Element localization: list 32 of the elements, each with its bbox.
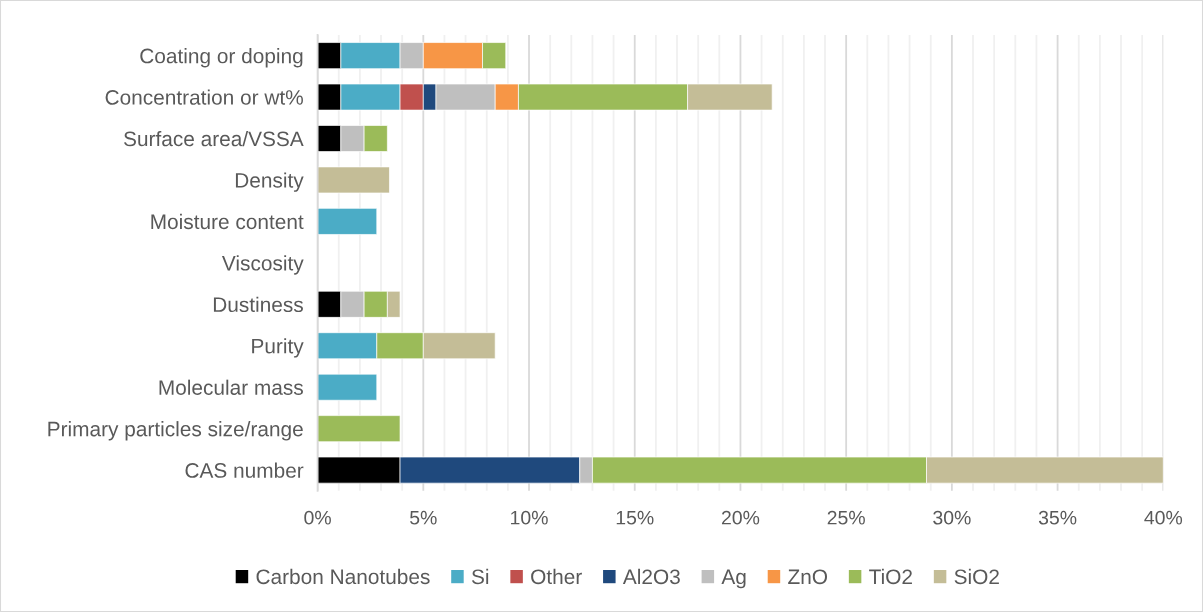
legend-label: Al2O3 bbox=[622, 568, 680, 585]
x-tick-label: 5% bbox=[410, 510, 437, 525]
bar bbox=[317, 208, 378, 235]
y-tick-label: Concentration or wt% bbox=[105, 89, 303, 105]
bar bbox=[317, 415, 401, 443]
x-tick-label: 25% bbox=[827, 510, 865, 525]
y-tick-label: Primary particles size/range bbox=[48, 421, 303, 441]
x-tick-label: 40% bbox=[1144, 510, 1183, 525]
x-tick-label: 0% bbox=[304, 510, 331, 525]
x-tick-label: 30% bbox=[933, 510, 971, 525]
y-tick-label: Molecular mass bbox=[159, 379, 303, 395]
legend-label: Ag bbox=[721, 569, 746, 589]
legend-label: Si bbox=[471, 568, 489, 585]
legend-label: SiO2 bbox=[954, 568, 999, 585]
y-tick-label: Coating or doping bbox=[140, 48, 303, 68]
y-tick-label: Density bbox=[235, 172, 304, 192]
y-tick-label: CAS number bbox=[185, 462, 304, 478]
y-tick-label: Surface area/VSSA bbox=[124, 130, 304, 147]
legend-label: TiO2 bbox=[869, 568, 912, 585]
y-tick-label: Purity bbox=[252, 338, 304, 358]
legend-label: Carbon Nanotubes bbox=[256, 568, 430, 585]
x-tick-label: 10% bbox=[511, 510, 548, 525]
x-tick-label: 15% bbox=[616, 510, 654, 525]
y-tick-label: Dustiness bbox=[213, 296, 303, 313]
x-tick-label: 20% bbox=[721, 510, 760, 525]
bar bbox=[317, 166, 390, 194]
legend-label: Other bbox=[531, 568, 582, 585]
y-tick-label: Moisture content bbox=[151, 213, 304, 230]
y-tick-label: Viscosity bbox=[221, 255, 304, 275]
legend-label: ZnO bbox=[788, 569, 828, 585]
bar bbox=[317, 373, 378, 401]
x-tick-label: 35% bbox=[1038, 510, 1077, 525]
